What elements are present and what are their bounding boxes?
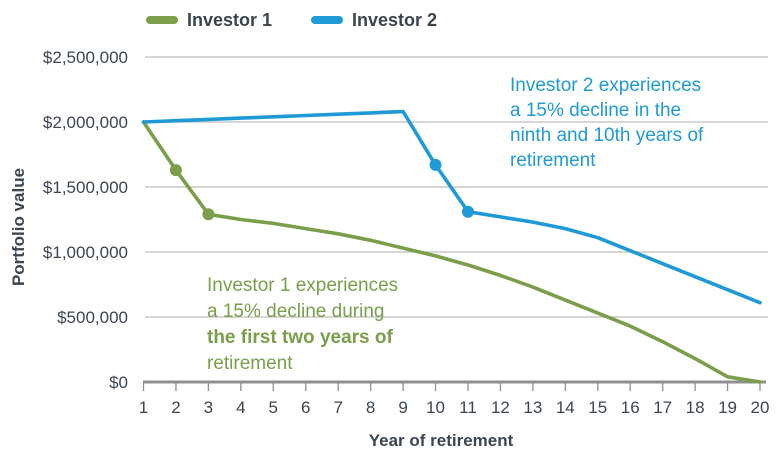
annotation-line: a 15% decline in the bbox=[510, 100, 682, 121]
x-tick-label: 12 bbox=[490, 398, 510, 417]
legend-item-investor-1: Investor 1 bbox=[146, 9, 272, 31]
annotation-line: ninth and 10th years of bbox=[510, 125, 704, 146]
y-tick-label: $1,500,000 bbox=[42, 177, 128, 197]
x-tick-label: 19 bbox=[718, 398, 737, 417]
x-tick-label: 5 bbox=[268, 398, 279, 417]
x-tick-label: 13 bbox=[523, 398, 543, 417]
investor-2-annotation: Investor 2 experiences a 15% decline in … bbox=[510, 73, 703, 173]
y-tick-label: $1,000,000 bbox=[42, 242, 128, 262]
x-tick-label: 4 bbox=[236, 398, 246, 417]
annotation-line: a 15% decline during bbox=[207, 301, 385, 322]
legend-label-investor-2: Investor 2 bbox=[352, 9, 438, 30]
annotation-line: retirement bbox=[207, 353, 293, 374]
x-tick-label: 10 bbox=[426, 398, 445, 417]
legend-label-investor-1: Investor 1 bbox=[187, 9, 273, 30]
y-tick-label: $2,500,000 bbox=[42, 47, 128, 67]
x-tick-label: 20 bbox=[750, 398, 770, 417]
investor-1-line-swatch-icon bbox=[146, 16, 178, 24]
y-axis-title: Portfolio value bbox=[9, 167, 28, 287]
investor-1-annotation: Investor 1 experiences a 15% decline dur… bbox=[207, 273, 398, 377]
annotation-line: the first two years of bbox=[207, 327, 393, 348]
x-tick-label: 11 bbox=[459, 398, 477, 417]
legend-item-investor-2: Investor 2 bbox=[311, 9, 437, 31]
y-tick-label: $500,000 bbox=[57, 307, 128, 327]
annotation-line: Investor 2 experiences bbox=[510, 75, 702, 96]
y-tick-label: $2,000,000 bbox=[42, 112, 128, 132]
x-tick-label: 18 bbox=[685, 398, 705, 417]
x-tick-label: 16 bbox=[620, 398, 640, 417]
x-tick-label: 6 bbox=[301, 398, 311, 417]
investor-2-line-swatch-icon bbox=[311, 16, 343, 24]
x-tick-label: 3 bbox=[203, 398, 214, 417]
x-tick-label: 8 bbox=[365, 398, 376, 417]
x-tick-label: 2 bbox=[171, 398, 181, 417]
x-axis-title: Year of retirement bbox=[368, 431, 514, 450]
annotation-line: Investor 1 experiences bbox=[207, 275, 399, 296]
x-tick-label: 15 bbox=[588, 398, 608, 417]
annotation-line: retirement bbox=[510, 150, 596, 171]
x-tick-label: 17 bbox=[653, 398, 673, 417]
x-tick-label: 1 bbox=[138, 398, 149, 417]
y-tick-label: $0 bbox=[109, 372, 128, 392]
x-tick-label: 7 bbox=[333, 398, 343, 417]
x-tick-label: 14 bbox=[555, 398, 575, 417]
x-tick-label: 9 bbox=[398, 398, 408, 417]
